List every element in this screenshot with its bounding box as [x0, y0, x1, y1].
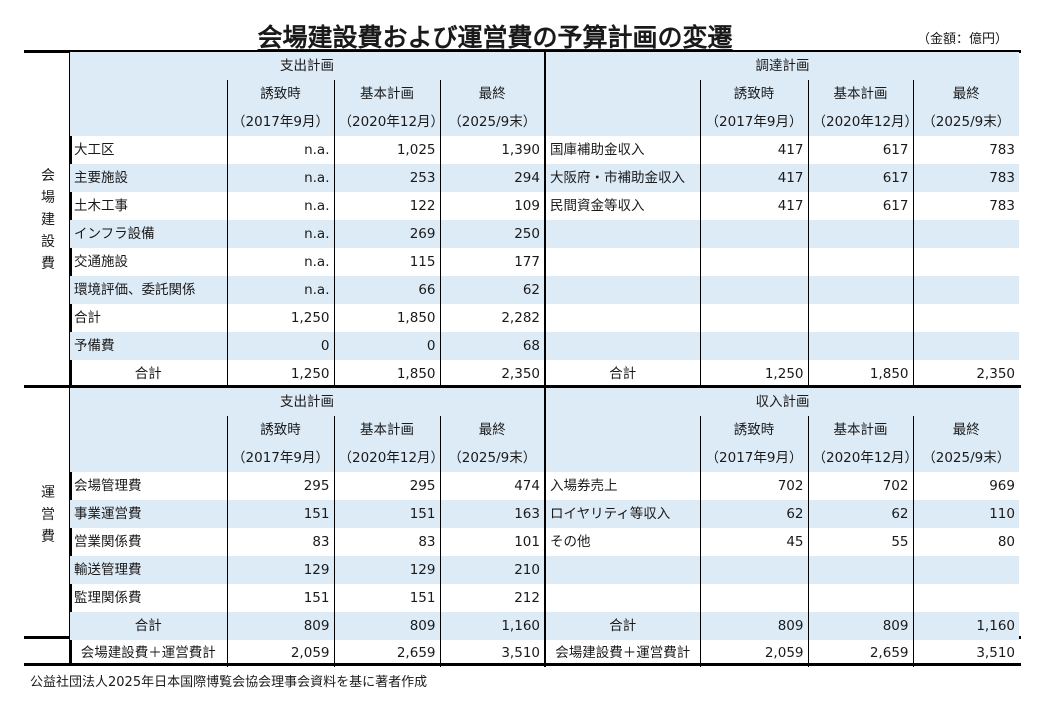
- operation-total-row: 合計 809 809 1,160 合計 809 809 1,160: [70, 612, 1019, 640]
- col-header-final: 最終 （2025/9末）: [439, 80, 545, 136]
- col-header-final: 最終 （2025/9末）: [912, 80, 1019, 136]
- source-footnote: 公益社団法人2025年日本国際博覧会協会理事会資料を基に著者作成: [30, 675, 428, 690]
- procurement-plan-header: 調達計画: [544, 52, 1019, 80]
- revenue-plan-header: 収入計画: [544, 388, 1019, 416]
- col-header-final: 最終 （2025/9末）: [912, 416, 1019, 472]
- section-header-row: 支出計画 収入計画: [70, 388, 1019, 416]
- column-header-row: 誘致時 （2017年9月） 基本計画 （2020年12月） 最終 （2025/9末） …: [70, 416, 1019, 472]
- section-header-row: 支出計画 調達計画: [70, 52, 1019, 80]
- construction-side-label: 会 場 建 設 費: [41, 168, 55, 272]
- column-header-row: 誘致時 （2017年9月） 基本計画 （2020年12月） 最終 （2025/9末） …: [70, 80, 1019, 136]
- item-header: [70, 80, 227, 136]
- col-header-basic-plan: 基本計画 （2020年12月）: [807, 416, 913, 472]
- table-row: 予備費 0 0 68: [70, 332, 1019, 360]
- item-header: [544, 80, 700, 136]
- col-header-basic-plan: 基本計画 （2020年12月）: [333, 80, 440, 136]
- table-row: 合計 1,250 1,850 2,282: [70, 304, 1019, 332]
- top-rule: [24, 50, 1021, 53]
- col-header-bid: 誘致時 （2017年9月）: [226, 416, 334, 472]
- col-header-bid: 誘致時 （2017年9月）: [226, 80, 334, 136]
- operation-cost-table: 支出計画 収入計画 誘致時 （2017年9月） 基本計画 （2020年12月） 最終…: [70, 388, 1019, 640]
- table-row: 事業運営費 151 151 163 ロイヤリティ等収入 62 62 110: [70, 500, 1019, 528]
- table-row: 会場管理費 295 295 474 入場券売上 702 702 969: [70, 472, 1019, 500]
- construction-total-row: 合計 1,250 1,850 2,350 合計 1,250 1,850 2,35…: [70, 360, 1019, 388]
- col-header-basic-plan: 基本計画 （2020年12月）: [807, 80, 913, 136]
- page-title: 会場建設費および運営費の予算計画の変遷: [257, 23, 733, 52]
- table-row: 土木工事 n.a. 122 109 民間資金等収入 417 617 783: [70, 192, 1019, 220]
- col-header-final: 最終 （2025/9末）: [439, 416, 545, 472]
- col-header-bid: 誘致時 （2017年9月）: [699, 416, 808, 472]
- col-header-basic-plan: 基本計画 （2020年12月）: [333, 416, 440, 472]
- left-table-border: [69, 51, 72, 665]
- expenditure-plan-header: 支出計画: [280, 58, 334, 74]
- construction-cost-table: 支出計画 調達計画 誘致時 （2017年9月） 基本計画 （2020年12月） 最終…: [70, 52, 1019, 388]
- table-row: インフラ設備 n.a. 269 250: [70, 220, 1019, 248]
- table-row: 環境評価、委託関係 n.a. 66 62: [70, 276, 1019, 304]
- table-row: 営業関係費 83 83 101 その他 45 55 80: [70, 528, 1019, 556]
- table-row: 輸送管理費 129 129 210: [70, 556, 1019, 584]
- col-header-bid: 誘致時 （2017年9月）: [699, 80, 808, 136]
- operation-side-label: 運 営 費: [41, 485, 55, 545]
- table-row: 監理関係費 151 151 212: [70, 584, 1019, 612]
- table-row: 主要施設 n.a. 253 294 大阪府・市補助金収入 417 617 783: [70, 164, 1019, 192]
- item-header: [70, 416, 227, 472]
- table-row: 交通施設 n.a. 115 177: [70, 248, 1019, 276]
- expenditure-plan-header: 支出計画: [280, 394, 334, 410]
- grand-total-row: 会場建設費＋運営費計 2,059 2,659 3,510 会場建設費＋運営費計 …: [70, 639, 1019, 667]
- grand-total-table: 会場建設費＋運営費計 2,059 2,659 3,510 会場建設費＋運営費計 …: [70, 639, 1019, 667]
- table-row: 大工区 n.a. 1,025 1,390 国庫補助金収入 417 617 783: [70, 136, 1019, 164]
- item-header: [544, 416, 700, 472]
- unit-note: （金額：億円）: [916, 32, 1008, 47]
